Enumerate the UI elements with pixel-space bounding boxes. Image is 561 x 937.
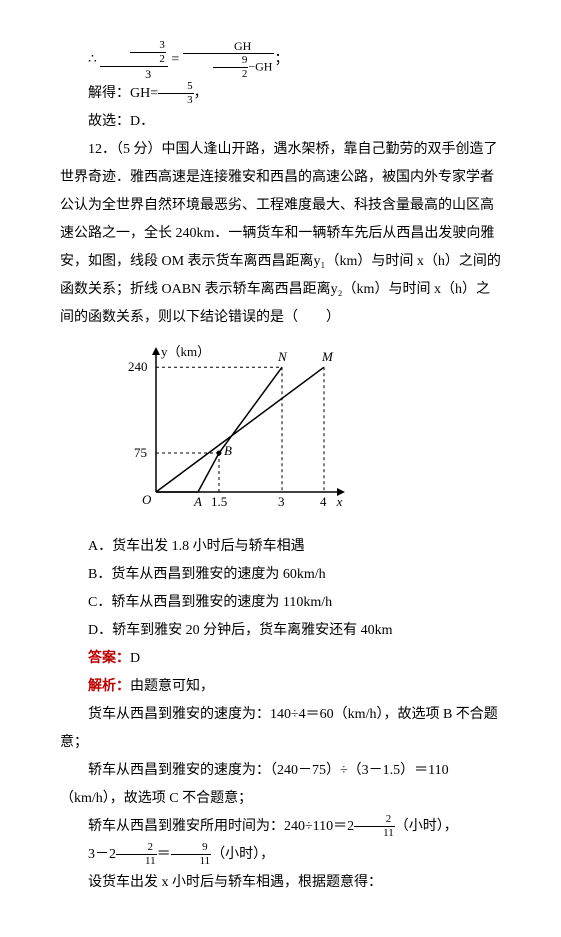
explain-1: 货车从西昌到雅安的速度为：140÷4＝60（km/h），故选项 B 不合题意；	[60, 701, 501, 757]
svg-text:4: 4	[320, 494, 327, 509]
svg-text:y（km）: y（km）	[161, 344, 210, 359]
svg-text:240: 240	[128, 359, 148, 374]
option-a: A．货车出发 1.8 小时后与轿车相遇	[60, 533, 501, 561]
svg-text:A: A	[193, 494, 202, 509]
svg-text:75: 75	[134, 445, 147, 460]
explanation-start: 由题意可知，	[130, 679, 214, 694]
svg-text:N: N	[277, 349, 288, 364]
svg-text:3: 3	[278, 494, 285, 509]
option-b: B．货车从西昌到雅安的速度为 60km/h	[60, 561, 501, 589]
fraction-1: 32 3	[100, 40, 168, 80]
explain-3: 轿车从西昌到雅安所用时间为：240÷110＝2211（小时），	[60, 813, 501, 841]
option-c: C．轿车从西昌到雅安的速度为 110km/h	[60, 589, 501, 617]
fraction-2: GH 92−GH	[183, 40, 275, 80]
fraction-3: 211	[354, 814, 395, 839]
explain-2: 轿车从西昌到雅安的速度为：（240－75）÷（3－1.5）＝110（km/h），…	[60, 757, 501, 813]
svg-text:B: B	[224, 443, 232, 458]
chart: 240 75 1.5 3 4 Oy（km） x（h） A B N M	[116, 342, 501, 523]
therefore-symbol: ∴	[88, 52, 97, 67]
equals: =	[171, 52, 182, 67]
svg-text:O: O	[142, 492, 152, 507]
fraction-4a: 211	[116, 842, 157, 867]
explain-5: 设货车出发 x 小时后与轿车相遇，根据题意得：	[60, 869, 501, 897]
answer-value: D	[130, 651, 140, 666]
equation-line-1: ∴ 32 3 = GH 92−GH ；	[60, 40, 501, 80]
fraction-4b: 911	[171, 842, 212, 867]
question-12: 12．（5 分）中国人逢山开路，遇水架桥，靠自己勤劳的双手创造了世界奇迹．雅西高…	[60, 136, 501, 332]
svg-text:x（h）: x（h）	[336, 494, 346, 509]
choice-line: 故选：D．	[60, 108, 501, 136]
answer-line: 答案：D	[60, 645, 501, 673]
svg-text:1.5: 1.5	[211, 494, 227, 509]
fraction-result: 53	[158, 81, 194, 106]
explain-4: 3－2211＝911（小时），	[60, 841, 501, 869]
option-d: D．轿车到雅安 20 分钟后，货车离雅安还有 40km	[60, 617, 501, 645]
explanation-label: 解析：	[88, 679, 130, 694]
chart-svg: 240 75 1.5 3 4 Oy（km） x（h） A B N M	[116, 342, 346, 512]
svg-text:M: M	[321, 349, 334, 364]
solve-line: 解得：GH=53，	[60, 80, 501, 108]
answer-label: 答案：	[88, 651, 130, 666]
explanation-line: 解析：由题意可知，	[60, 673, 501, 701]
